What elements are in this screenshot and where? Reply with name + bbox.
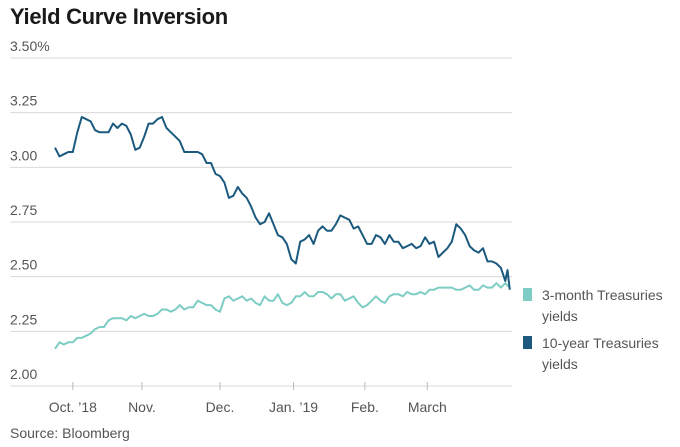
legend: 3-month Treasuries yields 10-year Treasuri… (523, 287, 663, 372)
y-axis-ticks: 3.50% 3.25 3.00 2.75 2.50 2.25 2.00 (10, 38, 50, 382)
x-tick-label: Feb. (351, 399, 379, 415)
series-line-10-year (54, 116, 511, 290)
legend-swatch (523, 288, 532, 301)
legend-label: yields (542, 356, 578, 372)
series-line-3-month (54, 282, 511, 350)
x-tick-label: March (408, 399, 447, 415)
x-tick-label: Oct. ’18 (49, 399, 97, 415)
chart-title: Yield Curve Inversion (10, 4, 228, 29)
legend-label: yields (542, 308, 578, 324)
y-tick-label: 3.00 (10, 147, 37, 163)
legend-label: 3-month Treasuries (542, 287, 663, 303)
series-lines (54, 116, 511, 350)
x-tick-label: Nov. (128, 399, 156, 415)
source-note: Source: Bloomberg (10, 425, 130, 441)
x-axis-ticks: Oct. ’18 Nov. Dec. Jan. ’19 Feb. March (49, 382, 447, 415)
legend-swatch (523, 336, 532, 349)
x-tick-label: Jan. ’19 (269, 399, 318, 415)
y-tick-label: 2.75 (10, 202, 37, 218)
gridlines (10, 57, 512, 387)
y-tick-label: 2.25 (10, 311, 37, 327)
x-tick-label: Dec. (206, 399, 235, 415)
y-tick-label: 3.25 (10, 93, 37, 109)
y-tick-label: 3.50% (10, 38, 50, 54)
legend-label: 10-year Treasuries (542, 335, 659, 351)
y-tick-label: 2.50 (10, 257, 37, 273)
y-tick-label: 2.00 (10, 366, 37, 382)
